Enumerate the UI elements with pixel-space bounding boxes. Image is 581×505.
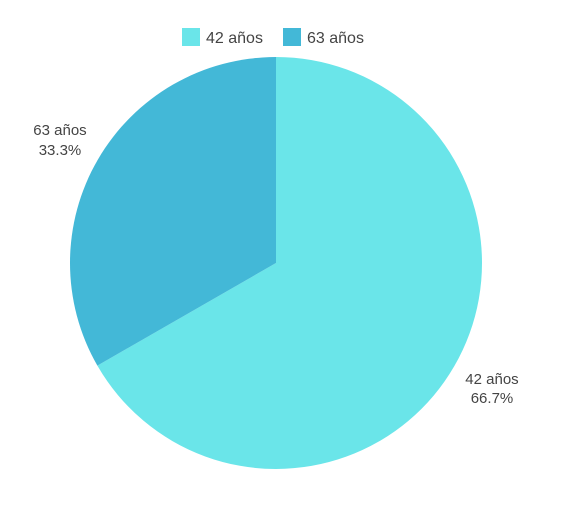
pie-slices: [70, 57, 483, 470]
slice-label-category-63-a-os: 63 años: [33, 122, 86, 139]
legend-label-63-a-os: 63 años: [307, 30, 364, 47]
pie-slice-63-a-os[interactable]: [70, 57, 276, 366]
legend-item-42-a-os[interactable]: 42 años: [182, 28, 263, 47]
pie-slice-42-a-os[interactable]: [97, 57, 483, 470]
slice-label-percent-42-a-os: 66.7%: [471, 390, 514, 407]
slice-labels: 42 años 66.7% 63 años 33.3%: [33, 122, 518, 407]
slice-label-percent-63-a-os: 33.3%: [39, 142, 82, 159]
legend-item-63-a-os[interactable]: 63 años: [283, 28, 364, 47]
legend-swatch-42-a-os: [182, 28, 200, 46]
slice-label-category-42-a-os: 42 años: [465, 371, 518, 388]
legend-label-42-a-os: 42 años: [206, 30, 263, 47]
legend-swatch-63-a-os: [283, 28, 301, 46]
chart-legend: 42 años 63 años: [182, 28, 364, 47]
